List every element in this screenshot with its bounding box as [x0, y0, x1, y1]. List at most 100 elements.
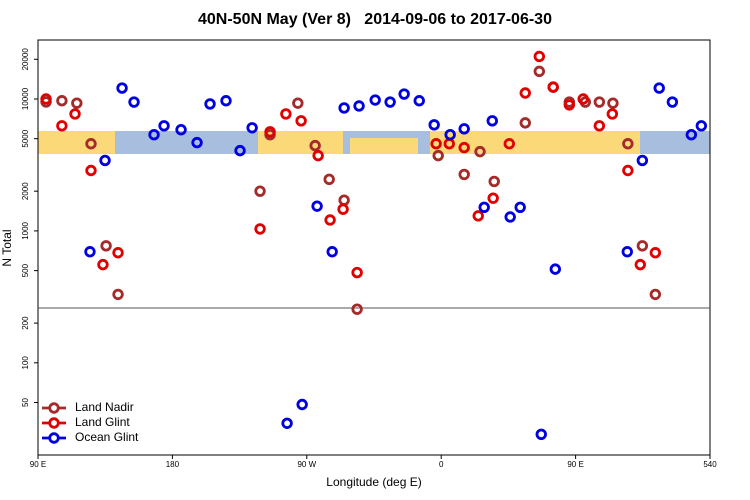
point [547, 81, 559, 93]
point [280, 108, 292, 120]
point [621, 246, 633, 258]
point [504, 211, 516, 223]
point [514, 201, 526, 213]
point [158, 120, 170, 132]
y-tick-label: 200 [21, 316, 30, 330]
point [309, 139, 321, 152]
legend-label: Ocean Glint [75, 430, 139, 444]
point [488, 175, 500, 188]
x-tick-label: 540 [703, 460, 717, 469]
point [204, 98, 216, 110]
point [128, 96, 140, 108]
point [85, 138, 97, 150]
point [444, 129, 456, 141]
point [487, 192, 499, 204]
point [649, 247, 662, 259]
point [413, 95, 425, 107]
point [653, 82, 665, 94]
x-axis-label: Longitude (deg E) [326, 475, 421, 489]
y-axis-label: N Total [0, 229, 14, 266]
point [519, 87, 531, 99]
point [607, 97, 619, 109]
x-tick-label: 90 W [297, 460, 316, 469]
point [292, 97, 304, 109]
legend-label: Land Glint [75, 415, 130, 429]
point [606, 108, 619, 120]
y-tick-label: 20000 [21, 48, 30, 71]
point [295, 115, 307, 127]
point [593, 96, 606, 108]
point [351, 303, 363, 315]
legend-marker [48, 432, 60, 444]
point [430, 138, 442, 150]
point [281, 417, 293, 429]
plot-frame [37, 39, 711, 456]
point [649, 288, 662, 301]
point [458, 168, 470, 181]
point [246, 122, 258, 134]
point [116, 82, 128, 94]
point [148, 129, 160, 141]
legend-marker [48, 402, 60, 414]
x-tick-label: 180 [166, 460, 180, 469]
y-tick-label: 2000 [21, 182, 30, 200]
point [533, 65, 546, 78]
x-tick-label: 90 E [30, 460, 46, 469]
point [296, 398, 308, 411]
point [100, 240, 112, 252]
point [351, 266, 363, 279]
point [384, 96, 396, 108]
point [254, 185, 266, 197]
point [474, 145, 486, 158]
x-tick-label: 0 [439, 460, 444, 469]
point [40, 93, 52, 105]
point [99, 154, 111, 167]
point [666, 96, 679, 108]
point [71, 97, 83, 109]
point [398, 88, 410, 100]
point [432, 149, 444, 162]
point [324, 214, 336, 226]
point [56, 120, 68, 132]
point [535, 428, 547, 441]
point [191, 136, 203, 149]
point [428, 119, 440, 131]
point [486, 115, 498, 127]
point [519, 117, 531, 129]
point [636, 240, 649, 252]
point [549, 263, 561, 275]
point [593, 120, 606, 132]
legend-label: Land Nadir [75, 400, 134, 414]
point [254, 223, 266, 235]
point [337, 203, 349, 215]
point [636, 154, 649, 167]
point [234, 144, 246, 157]
point [458, 141, 470, 154]
point [695, 120, 708, 132]
y-tick-label: 500 [21, 263, 30, 277]
point [503, 138, 515, 150]
point [472, 210, 484, 222]
x-tick-label: 90 E [567, 460, 583, 469]
legend-marker [48, 417, 60, 429]
point [338, 194, 350, 206]
chart-title: 40N-50N May (Ver 8) 2014-09-06 to 2017-0… [198, 11, 552, 28]
point [85, 164, 97, 177]
point [112, 288, 124, 301]
point [622, 164, 634, 177]
point [685, 129, 698, 141]
point [311, 200, 323, 212]
point [634, 258, 646, 271]
y-tick-label: 1000 [21, 221, 30, 239]
point [84, 246, 96, 258]
point [478, 201, 490, 213]
point [458, 123, 470, 135]
point [533, 50, 546, 63]
y-tick-label: 50 [21, 398, 30, 407]
point [622, 138, 634, 150]
point [69, 108, 81, 120]
map-strip [38, 131, 710, 154]
point [220, 95, 232, 107]
point [97, 258, 109, 271]
